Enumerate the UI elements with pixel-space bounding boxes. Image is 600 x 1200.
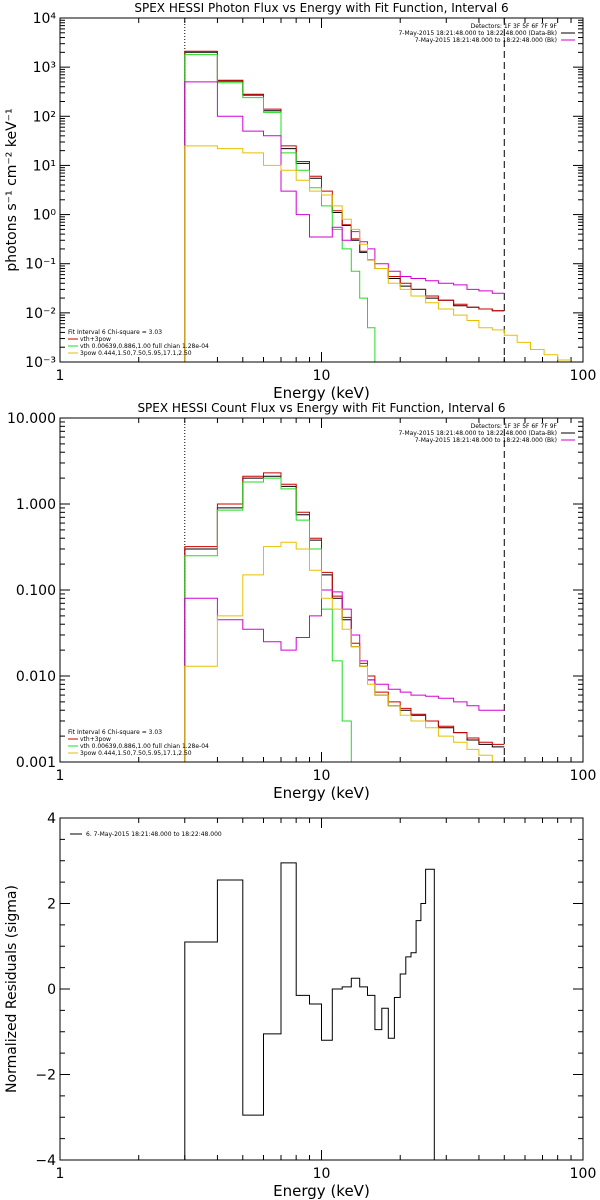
y-axis-label: Normalized Residuals (sigma)	[4, 885, 20, 1093]
legend-entry: 7-May-2015 18:21:48.000 to 18:22:48.000 …	[398, 430, 557, 437]
y-axis-label: photons s⁻¹ cm⁻² keV⁻¹	[4, 108, 20, 271]
y-tick-label: 4	[47, 811, 56, 827]
y-tick-label: 1.000	[16, 497, 56, 513]
x-tick-label: 10	[313, 368, 331, 384]
chart-title: SPEX HESSI Count Flux vs Energy with Fit…	[137, 401, 505, 415]
y-tick-label: 10⁰	[33, 208, 57, 224]
legend-entry: 3pow 0.444,1.50,7.50,5.95,17.1,2.50	[80, 350, 192, 357]
plot-frame	[59, 17, 584, 363]
y-tick-label: 0	[47, 982, 56, 998]
legend-entry: 6. 7-May-2015 18:21:48.000 to 18:22:48.0…	[86, 831, 222, 838]
y-tick-label: 2	[47, 897, 56, 913]
chart-title: SPEX HESSI Photon Flux vs Energy with Fi…	[134, 1, 508, 15]
legend-entry: vth 0.00639,0.886,1.00 full chian 1.28e-…	[80, 743, 209, 750]
series-yellow	[184, 541, 531, 762]
series-group	[184, 862, 443, 1160]
y-tick-label: −4	[35, 1153, 56, 1169]
legend-entry: Detectors: 1F 3F 5F 6F 7F 9F	[471, 23, 558, 30]
chart-panel-2: SPEX HESSI Count Flux vs Energy with Fit…	[7, 401, 596, 802]
legend-entry: Fit Interval 6 Chi-square = 3.03	[68, 729, 162, 736]
legend-entry: vth 0.00639,0.886,1.00 full chian 1.28e-…	[80, 343, 209, 350]
series-black	[184, 862, 443, 1160]
series-red	[184, 50, 505, 362]
series-magenta	[184, 81, 505, 362]
legend-entry: Detectors: 1F 3F 5F 6F 7F 9F	[471, 423, 558, 430]
plot-frame	[59, 817, 584, 1161]
y-tick-label: 10²	[33, 109, 56, 125]
legend-entry: 7-May-2015 18:21:48.000 to 18:22:48.000 …	[415, 437, 557, 444]
x-tick-label: 100	[570, 768, 597, 784]
series-group	[184, 50, 571, 362]
series-black	[184, 51, 505, 362]
legend-entry: 3pow 0.444,1.50,7.50,5.95,17.1,2.50	[80, 750, 192, 757]
y-tick-label: 0.100	[16, 583, 56, 599]
y-tick-label: 10⁻¹	[25, 257, 56, 273]
legend-entry: vth+3pow	[80, 336, 111, 343]
legend-entry: 7-May-2015 18:21:48.000 to 18:22:48.000 …	[398, 30, 557, 37]
y-tick-label: −2	[35, 1068, 56, 1084]
series-group	[184, 472, 531, 762]
x-tick-label: 1	[56, 768, 65, 784]
y-tick-label: 10.000	[7, 411, 56, 427]
x-tick-label: 100	[570, 368, 597, 384]
legend-entry: Fit Interval 6 Chi-square = 3.03	[68, 329, 162, 336]
chart-panel-1: SPEX HESSI Photon Flux vs Energy with Fi…	[4, 1, 596, 402]
x-axis-label: Energy (keV)	[273, 1182, 370, 1200]
y-tick-label: 0.010	[16, 669, 56, 685]
x-axis-label: Energy (keV)	[273, 384, 370, 402]
x-tick-label: 100	[570, 1166, 597, 1182]
legend-entry: vth+3pow	[80, 736, 111, 743]
y-tick-label: 10³	[33, 60, 56, 76]
series-green	[184, 54, 389, 362]
y-tick-label: 10⁻²	[25, 306, 56, 322]
legend-entry: 7-May-2015 18:21:48.000 to 18:22:48.000 …	[415, 37, 557, 44]
series-green	[184, 477, 360, 762]
series-yellow	[184, 145, 571, 362]
x-tick-label: 10	[313, 1166, 331, 1182]
x-tick-label: 10	[313, 768, 331, 784]
plot-frame	[59, 417, 584, 763]
y-tick-label: 10⁻³	[25, 355, 56, 371]
series-red	[184, 472, 505, 762]
x-axis-label: Energy (keV)	[273, 784, 370, 802]
y-tick-label: 10⁴	[33, 11, 57, 27]
chart-panel-3: 1 10 100 −4 −2 0 2 4 Energy (keV) Normalized Resi…	[4, 811, 596, 1200]
y-tick-label: 0.001	[16, 755, 56, 771]
x-tick-label: 1	[56, 1166, 65, 1182]
x-tick-label: 1	[56, 368, 65, 384]
y-tick-label: 10¹	[33, 158, 56, 174]
